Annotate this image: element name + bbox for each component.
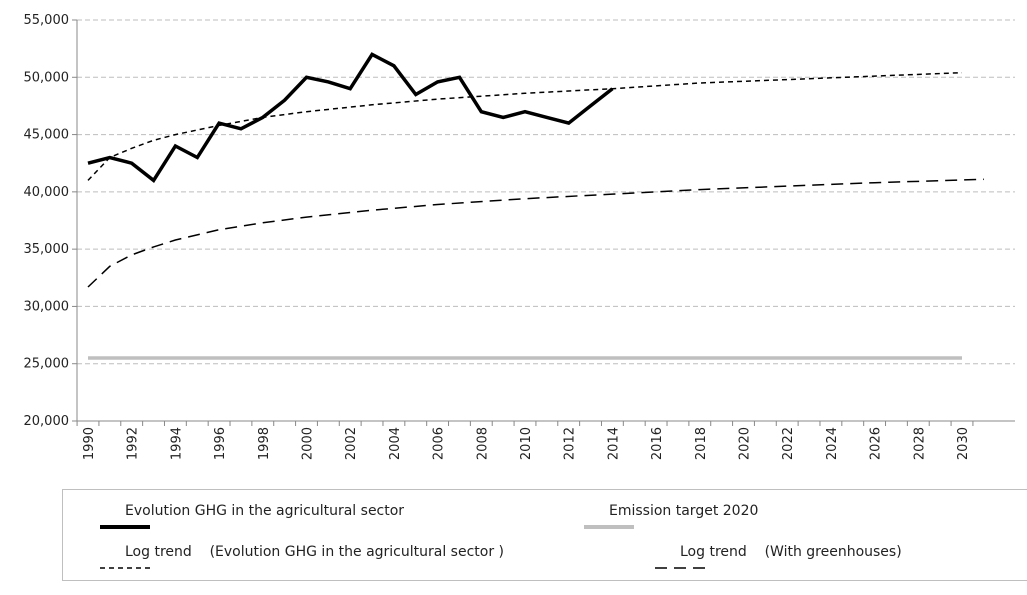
x-tick-label: 1990 bbox=[82, 427, 97, 460]
legend-item-evolution: Evolution GHG in the agricultural sector bbox=[73, 503, 405, 529]
x-tick-label: 1994 bbox=[169, 427, 184, 460]
legend-item-log-trend-evolution: Log trend (Evolution GHG in the agricult… bbox=[73, 544, 505, 569]
legend-label-target: Emission target 2020 bbox=[609, 503, 759, 519]
x-tick-label: 2002 bbox=[344, 427, 359, 460]
x-tick-label: 2024 bbox=[825, 427, 840, 460]
x-tick-label: 2030 bbox=[956, 427, 971, 460]
x-tick-label: 2028 bbox=[912, 427, 927, 460]
legend-label-log-trend-greenhouses: Log trend (With greenhouses) bbox=[680, 544, 902, 560]
x-tick-label: 1998 bbox=[257, 427, 272, 460]
y-axis-ticks: 20,000 25,000 30,000 35,000 40,000 45,000 50,0… bbox=[24, 13, 77, 429]
x-tick-label: 2022 bbox=[781, 427, 796, 460]
x-tick-label: 2016 bbox=[650, 427, 665, 460]
x-tick-label: 2020 bbox=[738, 427, 753, 460]
legend-item-log-trend-greenhouses: Log trend (With greenhouses) bbox=[628, 544, 902, 569]
legend-label-evolution: Evolution GHG in the agricultural sector bbox=[125, 503, 405, 519]
x-tick-label: 2018 bbox=[694, 427, 709, 460]
x-tick-label: 2004 bbox=[388, 427, 403, 460]
x-tick-label: 2012 bbox=[563, 427, 578, 460]
legend-swatch-target bbox=[557, 504, 634, 529]
x-tick-label: 2026 bbox=[869, 427, 884, 460]
series-line-3 bbox=[87, 178, 984, 288]
y-tick-label: 55,000 bbox=[24, 13, 70, 28]
series-layer bbox=[87, 52, 984, 360]
x-tick-label: 2008 bbox=[475, 427, 490, 460]
y-tick-label: 35,000 bbox=[24, 242, 70, 257]
x-tick-label: 1992 bbox=[126, 427, 141, 460]
legend-swatch-evolution bbox=[73, 504, 150, 529]
series-line-2 bbox=[87, 71, 963, 181]
x-tick-label: 1996 bbox=[213, 427, 228, 460]
legend-swatch-log-trend-greenhouses bbox=[628, 545, 705, 569]
y-tick-label: 50,000 bbox=[24, 70, 70, 85]
y-tick-label: 40,000 bbox=[24, 185, 70, 200]
x-axis-ticks: 1990 1992 1994 1996 1998 2000 2002 2004 2006 2008… bbox=[76, 421, 974, 460]
x-tick-label: 2014 bbox=[606, 427, 621, 460]
legend-label-log-trend-evolution: Log trend (Evolution GHG in the agricult… bbox=[125, 544, 505, 560]
y-tick-label: 25,000 bbox=[24, 357, 70, 372]
legend: Evolution GHG in the agricultural sector… bbox=[62, 489, 1027, 581]
y-tick-label: 30,000 bbox=[24, 299, 70, 314]
legend-item-target: Emission target 2020 bbox=[557, 503, 759, 529]
line-chart: 20,000 25,000 30,000 35,000 40,000 45,000 50,0… bbox=[24, 13, 1015, 460]
y-tick-label: 20,000 bbox=[24, 414, 70, 429]
legend-swatch-log-trend-evolution bbox=[73, 545, 150, 569]
x-tick-label: 2010 bbox=[519, 427, 534, 460]
x-tick-label: 2000 bbox=[301, 427, 316, 460]
axes bbox=[76, 20, 1015, 422]
gridlines bbox=[77, 19, 1015, 365]
series-line-0 bbox=[87, 52, 614, 183]
y-tick-label: 45,000 bbox=[24, 128, 70, 143]
x-tick-label: 2006 bbox=[432, 427, 447, 460]
